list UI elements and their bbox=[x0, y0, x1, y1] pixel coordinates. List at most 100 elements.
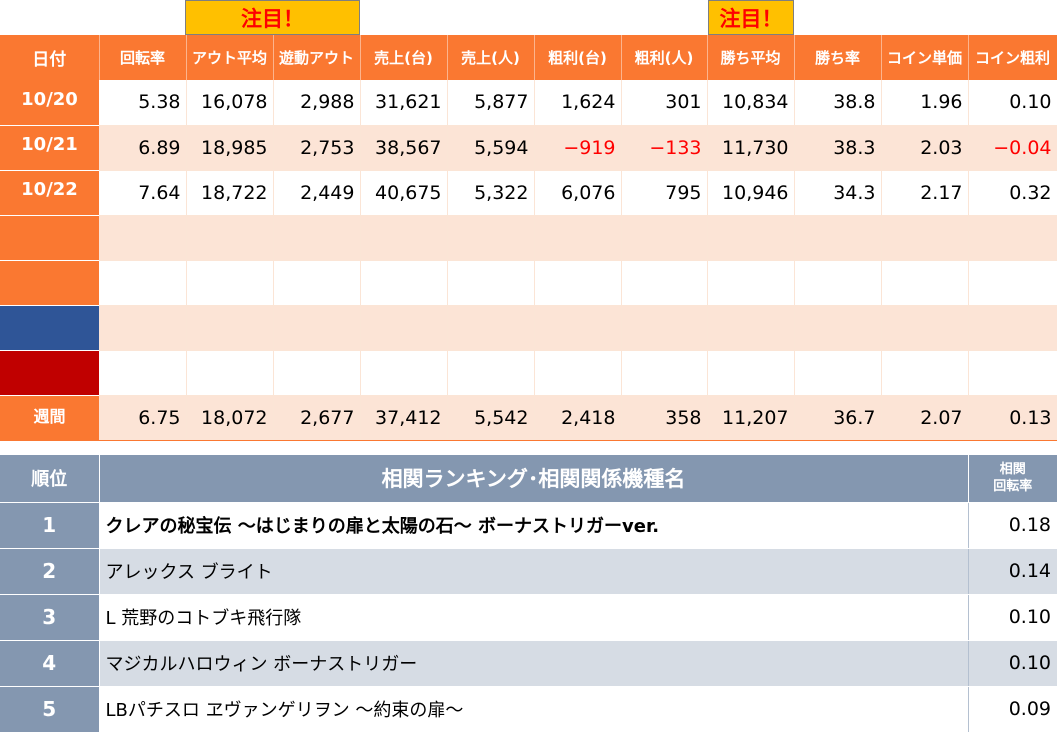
rank-number: 1 bbox=[0, 502, 100, 549]
table-cell: 10,834 bbox=[707, 80, 795, 126]
table-cell: 38,567 bbox=[360, 125, 448, 171]
table-cell: 2,449 bbox=[273, 170, 361, 216]
empty-row bbox=[0, 350, 1057, 396]
correlation-value: 0.10 bbox=[968, 594, 1057, 641]
correlation-value: 0.10 bbox=[968, 640, 1057, 687]
table-cell: 10,946 bbox=[707, 170, 795, 216]
row-date-empty bbox=[0, 260, 99, 306]
table-row: 10/21 6.89 18,985 2,753 38,567 5,594 −91… bbox=[0, 125, 1057, 171]
table-cell: 6,076 bbox=[534, 170, 622, 216]
table-row: 10/22 7.64 18,722 2,449 40,675 5,322 6,0… bbox=[0, 170, 1057, 216]
table-cell: 40,675 bbox=[360, 170, 448, 216]
empty-row bbox=[0, 215, 1057, 261]
table-cell: 31,621 bbox=[360, 80, 448, 126]
ranking-row: 2 アレックス ブライト 0.14 bbox=[0, 548, 1057, 595]
ranking-row: 3 L 荒野のコトブキ飛行隊 0.10 bbox=[0, 594, 1057, 641]
row-date-empty-blue bbox=[0, 305, 99, 351]
rank-number: 2 bbox=[0, 548, 100, 595]
ranking-row: 4 マジカルハロウィン ボーナストリガー 0.10 bbox=[0, 640, 1057, 687]
correlation-value: 0.09 bbox=[968, 686, 1057, 733]
column-header: 売上(人) bbox=[447, 35, 535, 80]
ranking-header-row: 順位 相関ランキング･相関関係機種名 相関 回転率 bbox=[0, 455, 1057, 503]
table-cell: 1.96 bbox=[881, 80, 969, 126]
weekly-summary-row: 週間 6.75 18,072 2,677 37,412 5,542 2,418 … bbox=[0, 394, 1057, 441]
rank-number: 3 bbox=[0, 594, 100, 641]
machine-name: L 荒野のコトブキ飛行隊 bbox=[99, 594, 969, 641]
correlation-ranking-table: 順位 相関ランキング･相関関係機種名 相関 回転率 1 クレアの秘宝伝 ～はじま… bbox=[0, 455, 1057, 733]
table-cell: 795 bbox=[621, 170, 708, 216]
ranking-row: 1 クレアの秘宝伝 ～はじまりの扉と太陽の石～ ボーナストリガーver. 0.1… bbox=[0, 502, 1057, 549]
stats-header-row: 日付 回転率 アウト平均 遊動アウト 売上(台) 売上(人) 粗利(台) 粗利(… bbox=[0, 35, 1057, 80]
table-cell: 18,985 bbox=[186, 125, 274, 171]
correlation-value: 0.18 bbox=[968, 502, 1057, 549]
table-cell: 34.3 bbox=[794, 170, 882, 216]
column-header: 売上(台) bbox=[360, 35, 448, 80]
table-cell-negative: −0.04 bbox=[968, 125, 1057, 171]
table-cell: 5.38 bbox=[99, 80, 187, 126]
table-cell: 358 bbox=[621, 394, 708, 441]
attention-label-2: 注目！ bbox=[708, 0, 794, 35]
table-cell: 2.17 bbox=[881, 170, 969, 216]
table-cell: 38.8 bbox=[794, 80, 882, 126]
row-date: 10/21 bbox=[0, 125, 99, 171]
machine-name: マジカルハロウィン ボーナストリガー bbox=[99, 640, 969, 687]
table-cell: 5,542 bbox=[447, 394, 535, 441]
column-header: 粗利(人) bbox=[621, 35, 708, 80]
column-header: 勝ち平均 bbox=[707, 35, 795, 80]
table-row: 10/20 5.38 16,078 2,988 31,621 5,877 1,6… bbox=[0, 80, 1057, 126]
rank-column-header: 順位 bbox=[0, 455, 100, 503]
table-cell: 0.13 bbox=[968, 394, 1057, 441]
table-cell: 16,078 bbox=[186, 80, 274, 126]
daily-stats-table: 日付 回転率 アウト平均 遊動アウト 売上(台) 売上(人) 粗利(台) 粗利(… bbox=[0, 35, 1057, 441]
column-header: 日付 bbox=[0, 35, 100, 80]
attention-label-1: 注目！ bbox=[185, 0, 360, 35]
table-cell: 301 bbox=[621, 80, 708, 126]
correlation-value: 0.14 bbox=[968, 548, 1057, 595]
table-cell: 5,594 bbox=[447, 125, 535, 171]
row-date: 10/22 bbox=[0, 170, 99, 216]
empty-row bbox=[0, 260, 1057, 306]
column-header: コイン単価 bbox=[881, 35, 969, 80]
table-cell: 2,677 bbox=[273, 394, 361, 441]
table-cell: 1,624 bbox=[534, 80, 622, 126]
column-header: 回転率 bbox=[99, 35, 187, 80]
correlation-header-line1: 相関 bbox=[999, 462, 1026, 478]
table-cell: 0.10 bbox=[968, 80, 1057, 126]
table-cell: 38.3 bbox=[794, 125, 882, 171]
table-cell: 2,988 bbox=[273, 80, 361, 126]
table-cell: 18,072 bbox=[186, 394, 274, 441]
table-cell: 6.75 bbox=[99, 394, 187, 441]
row-date-empty-red bbox=[0, 350, 99, 396]
table-cell: 2,753 bbox=[273, 125, 361, 171]
column-header: 粗利(台) bbox=[534, 35, 622, 80]
table-cell: 2.07 bbox=[881, 394, 969, 441]
table-cell: 5,877 bbox=[447, 80, 535, 126]
table-cell: 11,207 bbox=[707, 394, 795, 441]
table-cell: 2,418 bbox=[534, 394, 622, 441]
table-cell: 37,412 bbox=[360, 394, 448, 441]
correlation-column-header: 相関 回転率 bbox=[968, 455, 1057, 503]
weekly-label: 週間 bbox=[0, 394, 99, 441]
table-cell: 5,322 bbox=[447, 170, 535, 216]
machine-name: アレックス ブライト bbox=[99, 548, 969, 595]
row-date-empty bbox=[0, 215, 99, 261]
column-header: アウト平均 bbox=[186, 35, 274, 80]
table-cell: 36.7 bbox=[794, 394, 882, 441]
row-date: 10/20 bbox=[0, 80, 99, 126]
table-cell: 7.64 bbox=[99, 170, 187, 216]
column-header: コイン粗利 bbox=[968, 35, 1057, 80]
ranking-title: 相関ランキング･相関関係機種名 bbox=[99, 455, 969, 503]
machine-name: クレアの秘宝伝 ～はじまりの扉と太陽の石～ ボーナストリガーver. bbox=[99, 502, 969, 549]
empty-row bbox=[0, 305, 1057, 351]
column-header: 遊動アウト bbox=[273, 35, 361, 80]
column-header: 勝ち率 bbox=[794, 35, 882, 80]
ranking-row: 5 LBパチスロ ヱヴァンゲリヲン ～約束の扉～ 0.09 bbox=[0, 686, 1057, 733]
table-cell: 2.03 bbox=[881, 125, 969, 171]
machine-name: LBパチスロ ヱヴァンゲリヲン ～約束の扉～ bbox=[99, 686, 969, 733]
table-cell: 18,722 bbox=[186, 170, 274, 216]
table-cell-negative: −133 bbox=[621, 125, 708, 171]
table-cell-negative: −919 bbox=[534, 125, 622, 171]
rank-number: 5 bbox=[0, 686, 100, 733]
correlation-header-line2: 回転率 bbox=[993, 479, 1033, 495]
rank-number: 4 bbox=[0, 640, 100, 687]
